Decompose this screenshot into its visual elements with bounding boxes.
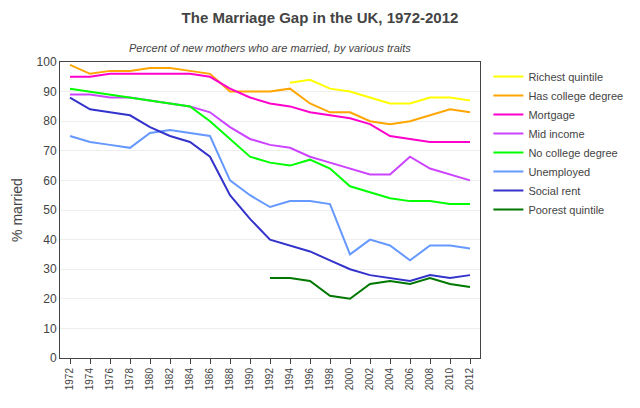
svg-text:50: 50 [43,203,57,217]
svg-text:20: 20 [43,292,57,306]
svg-text:80: 80 [43,114,57,128]
svg-text:Poorest quintile: Poorest quintile [528,204,604,216]
svg-text:Social rent: Social rent [528,185,580,197]
svg-text:2008: 2008 [424,368,435,391]
svg-text:2006: 2006 [404,368,415,391]
svg-text:% married: % married [9,178,25,242]
svg-text:1998: 1998 [324,368,335,391]
svg-text:1978: 1978 [124,368,135,391]
svg-text:2010: 2010 [444,368,455,391]
svg-text:1974: 1974 [84,368,95,391]
svg-text:100: 100 [37,55,57,69]
svg-text:10: 10 [43,322,57,336]
svg-text:90: 90 [43,85,57,99]
svg-text:Mid income: Mid income [528,128,584,140]
svg-text:2012: 2012 [464,368,475,391]
svg-text:1996: 1996 [304,368,315,391]
svg-text:2002: 2002 [364,368,375,391]
svg-text:70: 70 [43,144,57,158]
svg-text:1992: 1992 [264,368,275,391]
svg-text:Mortgage: Mortgage [528,109,574,121]
svg-text:Percent of new mothers who are: Percent of new mothers who are married, … [129,42,411,54]
svg-text:1976: 1976 [104,368,115,391]
svg-text:1994: 1994 [284,368,295,391]
svg-text:Has college degree: Has college degree [528,90,623,102]
svg-text:40: 40 [43,233,57,247]
svg-text:2004: 2004 [384,368,395,391]
svg-text:2000: 2000 [344,368,355,391]
svg-text:30: 30 [43,262,57,276]
svg-text:No college degree: No college degree [528,147,617,159]
svg-text:0: 0 [50,351,57,365]
svg-text:1986: 1986 [204,368,215,391]
svg-text:1982: 1982 [164,368,175,391]
svg-text:60: 60 [43,174,57,188]
svg-text:Unemployed: Unemployed [528,166,590,178]
svg-text:1972: 1972 [64,368,75,391]
svg-text:1988: 1988 [224,368,235,391]
svg-text:1990: 1990 [244,368,255,391]
svg-text:1984: 1984 [184,368,195,391]
svg-text:1980: 1980 [144,368,155,391]
svg-text:The Marriage Gap in the UK, 19: The Marriage Gap in the UK, 1972-2012 [182,9,459,26]
svg-text:Richest quintile: Richest quintile [528,71,603,83]
